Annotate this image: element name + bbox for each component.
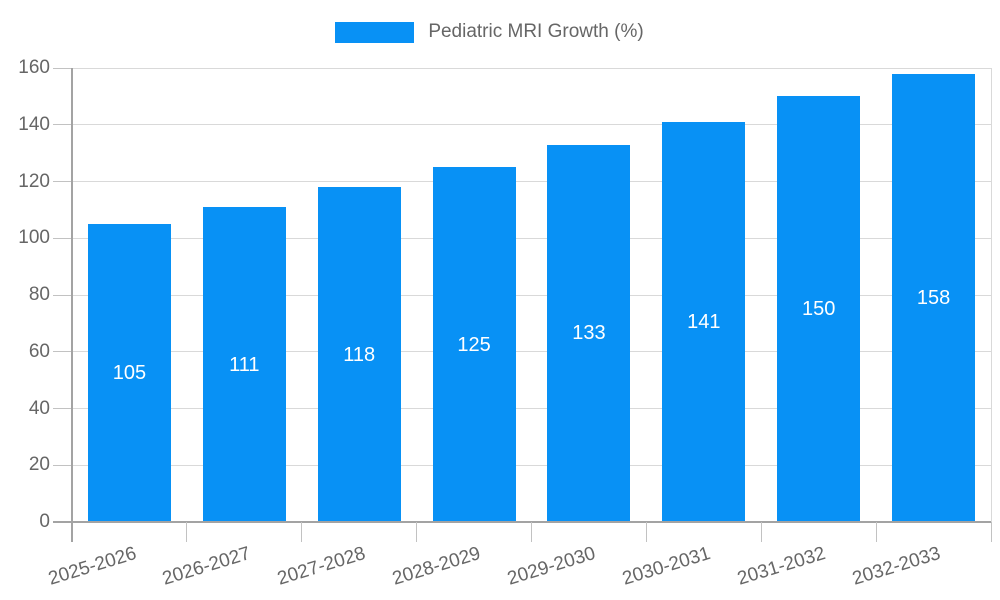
bar (432, 167, 516, 522)
x-tick-mark (186, 522, 188, 542)
y-tick-mark (53, 67, 72, 69)
x-tick-label: 2025-2026 (45, 543, 139, 590)
x-tick-label: 2032-2033 (849, 543, 943, 590)
x-tick-label: 2030-2031 (619, 543, 713, 590)
x-axis-line (53, 521, 991, 523)
x-tick-label: 2026-2027 (160, 543, 254, 590)
x-tick-label: 2027-2028 (275, 543, 369, 590)
bar-value-label: 133 (572, 322, 606, 345)
bar (317, 187, 401, 522)
x-tick-mark (645, 522, 647, 542)
legend-swatch (335, 21, 415, 43)
x-tick-mark (531, 522, 532, 542)
y-tick-mark (53, 464, 72, 466)
legend-label: Pediatric MRI Growth (%) (428, 21, 644, 42)
y-gridline (72, 408, 991, 409)
y-tick-label: 20 (28, 454, 50, 476)
y-gridline (72, 464, 991, 466)
y-gridline (72, 294, 991, 296)
bar (202, 207, 286, 522)
y-tick-label: 60 (28, 340, 50, 362)
y-tick-mark (53, 181, 72, 182)
x-tick-label: 2029-2030 (505, 543, 599, 590)
chart-legend[interactable]: Pediatric MRI Growth (%) (0, 21, 1000, 43)
y-gridline (72, 124, 991, 126)
y-gridline (72, 67, 991, 69)
bar (662, 121, 746, 522)
y-tick-mark (53, 294, 72, 296)
bar-value-label: 141 (687, 310, 721, 333)
y-tick-mark (53, 408, 72, 409)
bar-value-label: 125 (457, 333, 491, 356)
x-tick-mark (875, 522, 877, 542)
bar-value-label: 111 (229, 353, 260, 376)
y-gridline (72, 181, 991, 182)
y-tick-label: 0 (39, 511, 50, 532)
bar-value-label: 118 (343, 343, 376, 366)
y-tick-label: 40 (28, 397, 50, 419)
bar (87, 224, 171, 522)
y-tick-label: 100 (18, 227, 50, 249)
y-axis-line (71, 68, 73, 542)
y-tick-label: 80 (28, 284, 50, 305)
bar-value-label: 158 (916, 286, 951, 309)
x-tick-mark (301, 522, 303, 542)
y-tick-label: 140 (18, 113, 50, 135)
y-tick-label: 160 (18, 57, 50, 78)
x-tick-label: 2028-2029 (390, 543, 484, 590)
y-tick-mark (53, 351, 72, 353)
y-gridline (72, 237, 991, 239)
y-tick-label: 120 (18, 170, 50, 192)
plot-right-border (991, 68, 992, 522)
x-tick-mark (990, 522, 992, 542)
x-tick-mark (760, 522, 762, 542)
y-tick-mark (53, 124, 72, 126)
bar-value-label: 150 (802, 298, 836, 321)
y-tick-mark (53, 237, 72, 239)
bar-value-label: 105 (112, 362, 147, 385)
bar (547, 144, 631, 522)
x-tick-mark (416, 522, 418, 542)
bar (892, 73, 976, 522)
x-tick-label: 2031-2032 (734, 543, 828, 590)
y-gridline (72, 351, 991, 353)
bar (777, 96, 861, 522)
